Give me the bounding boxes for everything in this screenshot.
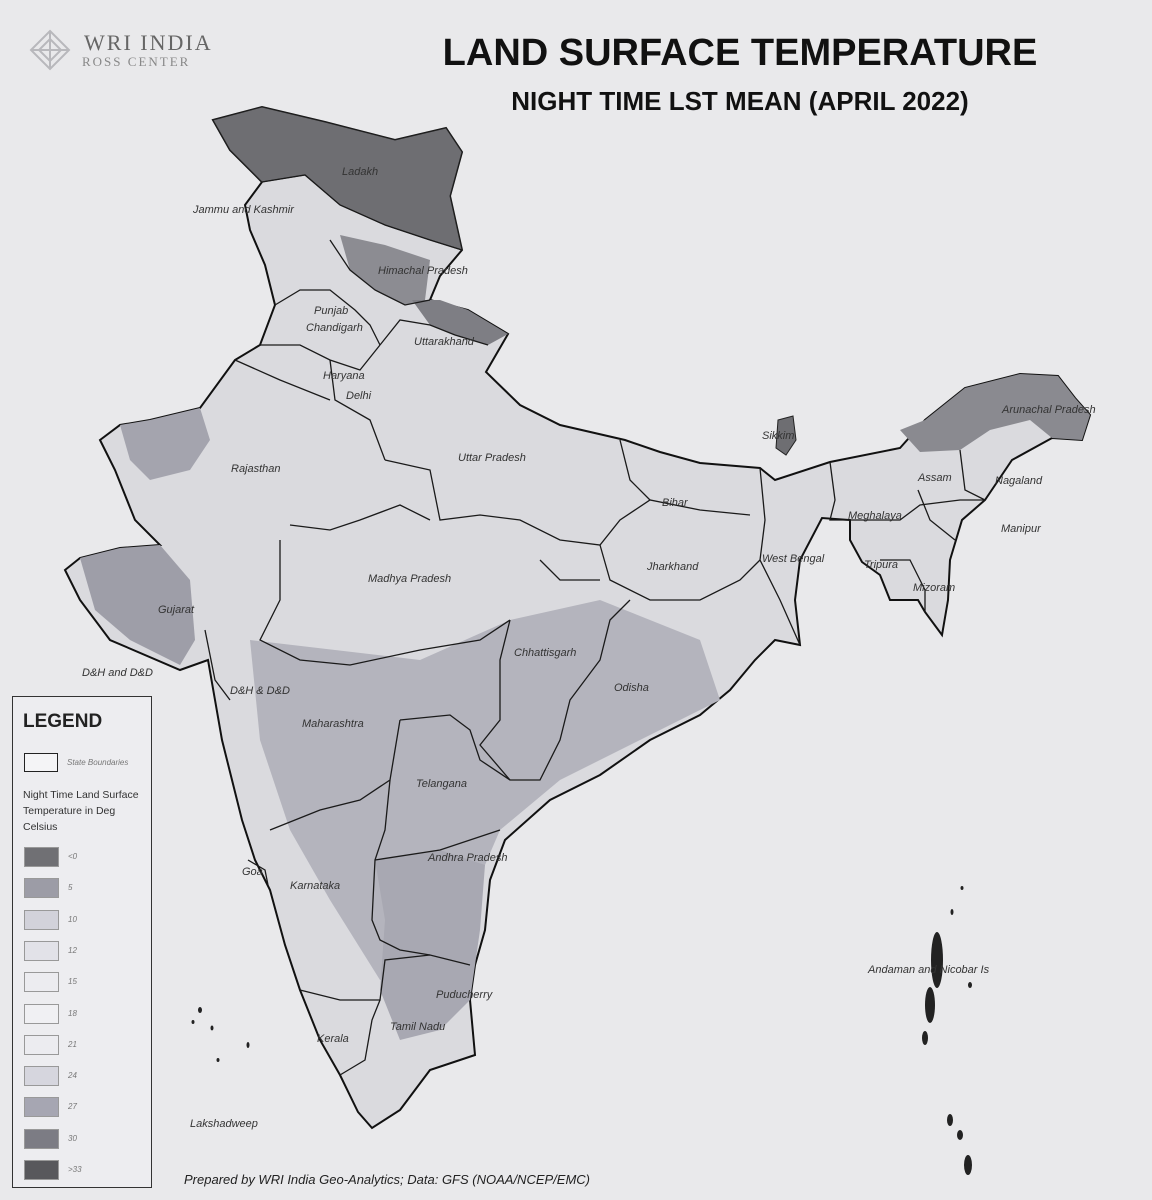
region-label: D&H and D&D [82,667,153,679]
legend-title: LEGEND [23,711,103,732]
region-label: Chandigarh [306,322,363,334]
region-label: Gujarat [158,604,195,616]
region-label: Himachal Pradesh [378,265,468,277]
wri-logo-mark-icon [29,29,71,71]
region-label: Telangana [416,778,467,790]
legend-swatch [24,1003,59,1024]
himachal-cold-zone [340,235,430,305]
region-label: Rajasthan [231,463,281,475]
legend-swatch-label: 12 [68,945,77,955]
region-label: Meghalaya [848,510,902,522]
region-label: Ladakh [342,166,379,178]
region-label: Goa [242,866,263,878]
gujarat-warm-zone [80,545,195,665]
south-warm-zone [375,850,485,1040]
region-label: Andaman and Nicobar Is [868,964,990,976]
legend-swatch-label: 21 [68,1039,77,1049]
legend-swatch [24,1066,59,1087]
legend-swatch [24,1160,59,1180]
region-label: Maharashtra [302,718,364,730]
andaman-nicobar-islands [922,886,972,1175]
legend-description: Night Time Land Surface Temperature in D… [23,789,139,833]
legend-swatch [24,909,59,930]
legend-swatch [24,1097,59,1118]
rajasthan-warm-zone [120,408,210,480]
legend-swatch-label: <0 [68,852,78,861]
region-label: D&H & D&D [230,685,290,697]
map-title: LAND SURFACE TEMPERATURE [442,32,1038,74]
region-label: Haryana [323,370,365,382]
legend-swatch [24,940,59,961]
state-boundaries [204,174,986,1076]
region-label: Bihar [662,497,688,509]
logo-name: WRI INDIA [84,30,213,55]
wri-logo: WRI INDIA ROSS CENTER [28,28,248,76]
legend-swatch-label: 18 [68,1008,77,1018]
region-label: Arunachal Pradesh [1002,404,1096,416]
region-label: Odisha [614,682,649,694]
legend-swatch-label: 5 [68,883,73,893]
region-label: Tripura [864,559,899,571]
region-label: Assam [918,472,952,484]
region-label: Tamil Nadu [390,1021,446,1033]
legend-swatch-label: >33 [68,1165,82,1174]
region-label: Puducherry [436,989,493,1001]
legend-swatch-label: 10 [68,914,77,924]
legend-swatch [24,847,59,867]
region-label: Chhattisgarh [514,647,577,659]
uttarakhand-cold-zone [412,300,508,345]
legend-swatch [24,878,59,899]
legend-swatch-label: 30 [68,1133,77,1143]
region-label: Nagaland [995,475,1043,487]
legend-swatch-label: 27 [68,1102,77,1112]
region-label: Kerala [317,1033,349,1045]
region-label: Delhi [346,390,372,402]
region-label: Karnataka [290,880,341,892]
region-label: Uttar Pradesh [458,452,526,464]
legend-swatch [24,1128,59,1149]
legend-swatch [24,1034,59,1055]
lakshadweep-islands [191,1007,250,1062]
region-label: Punjab [314,305,349,317]
legend-swatch-label: 24 [68,1071,77,1081]
region-label: Uttarakhand [414,336,474,348]
central-warm-zone [250,600,720,980]
region-label: Mizoram [913,582,956,594]
sikkim-cold-zone [775,415,797,456]
legend: LEGEND State Boundaries Night Time Land … [12,696,152,1188]
region-label: Jharkhand [647,561,699,573]
state-boundary-label: State Boundaries [67,758,129,767]
map-subtitle: NIGHT TIME LST MEAN (APRIL 2022) [511,86,969,116]
region-label: Sikkim [762,430,795,442]
state-boundary-swatch [24,753,58,772]
region-label: Madhya Pradesh [368,573,452,585]
legend-swatch-label: 15 [68,977,77,987]
credit-line: Prepared by WRI India Geo-Analytics; Dat… [184,1172,591,1187]
legend-swatch [24,972,59,993]
region-label: Manipur [1001,523,1041,535]
region-label: Andhra Pradesh [428,852,508,864]
logo-subtitle: ROSS CENTER [82,54,191,69]
region-label: West Bengal [762,553,825,565]
region-label: Lakshadweep [190,1118,258,1130]
region-label: Jammu and Kashmir [193,204,294,216]
arunachal-cold-zone [900,374,1090,452]
